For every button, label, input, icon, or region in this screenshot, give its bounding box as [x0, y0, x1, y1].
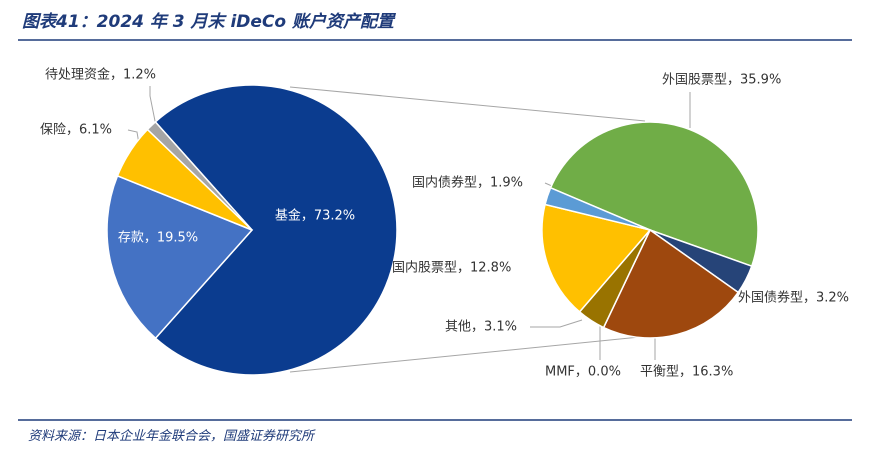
data-label: 外国债券型，3.2%: [738, 290, 849, 306]
data-label: 待处理资金，1.2%: [45, 67, 156, 83]
leader-line: [530, 319, 583, 328]
data-label: 国内债券型，1.9%: [412, 175, 523, 191]
leader-line: [149, 86, 157, 127]
data-label: 国内股票型，12.8%: [392, 260, 511, 276]
data-label: 基金，73.2%: [275, 208, 355, 224]
pie-slice: [549, 121, 759, 268]
data-label: 存款，19.5%: [118, 231, 198, 246]
pie-slice: [544, 186, 651, 231]
pie-slice: [541, 203, 652, 313]
data-label: MMF，0.0%: [545, 365, 621, 380]
connector-line: [289, 336, 641, 373]
pie-slice: [154, 84, 398, 376]
data-label: 外国股票型，35.9%: [662, 73, 781, 88]
source-note: 资料来源：日本企业年金联合会，国盛证券研究所: [28, 428, 316, 444]
pie-slice: [106, 174, 254, 340]
pie-slice: [146, 120, 253, 231]
data-label: 其他，3.1%: [445, 320, 517, 335]
data-label: 平衡型，16.3%: [640, 365, 733, 380]
connector-line: [289, 86, 646, 122]
chart-title: 图表41：2024 年 3 月末 iDeCo 账户资产配置: [22, 12, 397, 32]
data-label: 保险，6.1%: [40, 123, 112, 138]
